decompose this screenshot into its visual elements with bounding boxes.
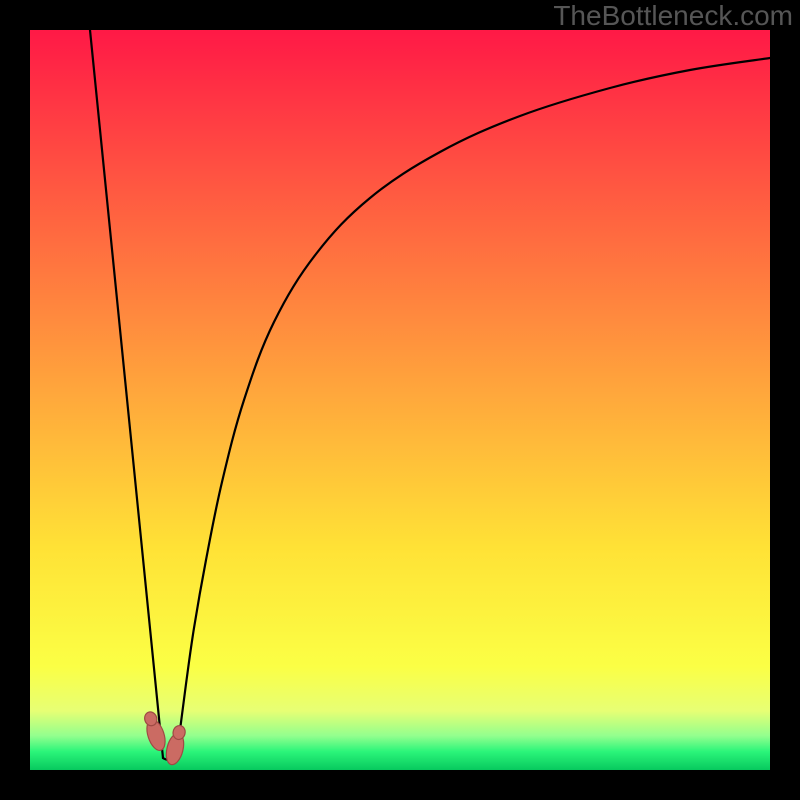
- plot-area: [30, 30, 770, 770]
- watermark-text: TheBottleneck.com: [553, 0, 793, 32]
- chart-svg: [30, 30, 770, 770]
- gradient-background: [30, 30, 770, 770]
